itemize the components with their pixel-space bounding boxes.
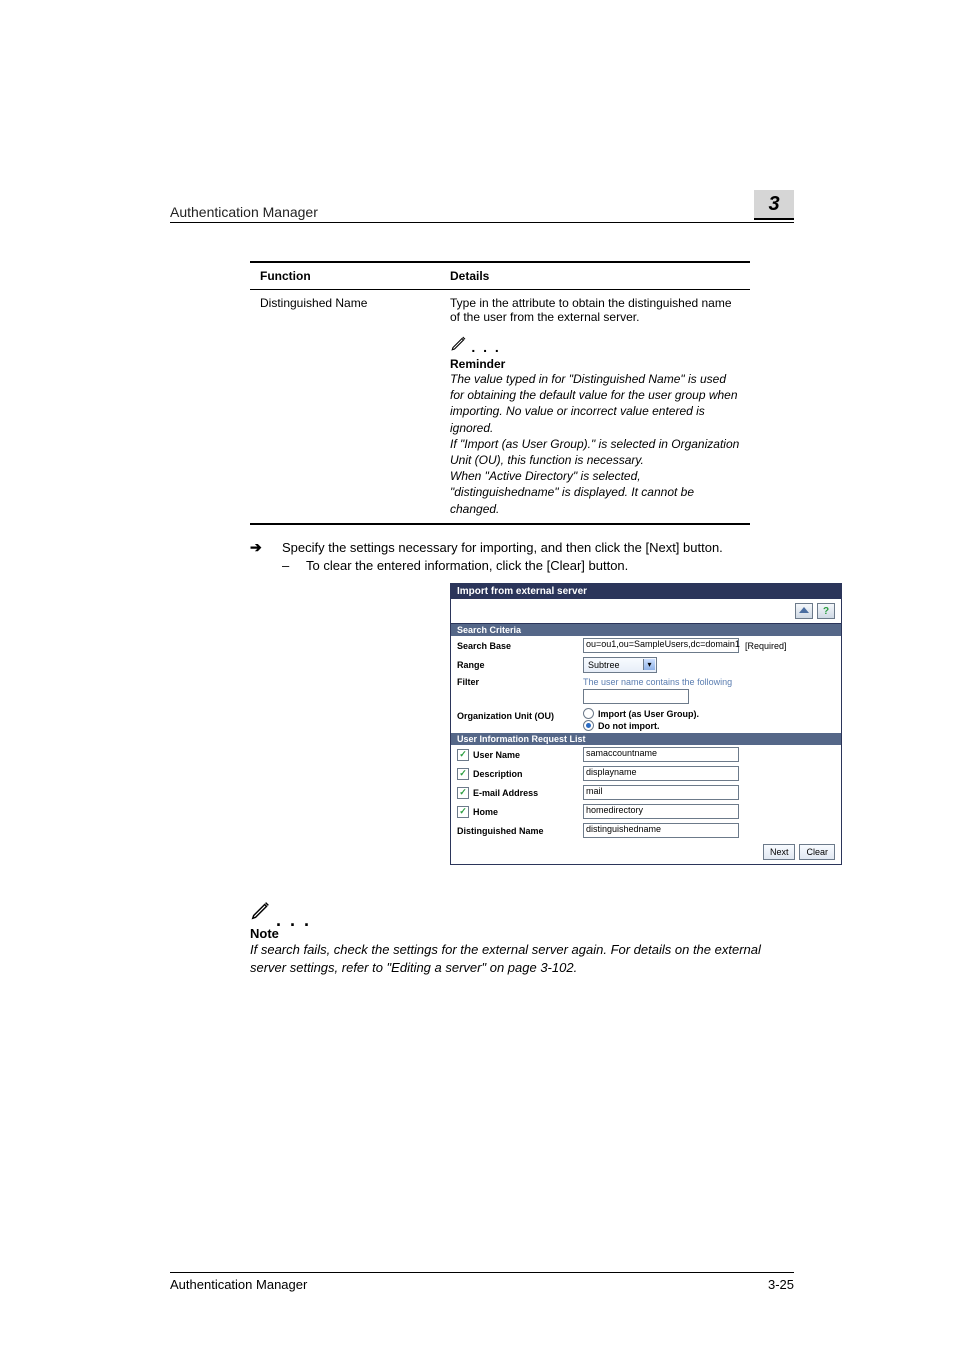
reminder-icon-row: . . .: [450, 334, 740, 355]
dialog-toolbar: ?: [451, 599, 841, 624]
help-button[interactable]: ?: [817, 603, 835, 619]
radio-icon: [583, 708, 594, 719]
required-tag: [Required]: [745, 641, 787, 651]
select-range-value: Subtree: [588, 660, 620, 670]
reminder-p1: The value typed in for "Distinguished Na…: [450, 371, 740, 436]
dash-icon: –: [282, 558, 292, 573]
radio-label-1: Import (as User Group).: [598, 709, 699, 719]
details-intro: Type in the attribute to obtain the dist…: [450, 296, 740, 324]
label-range: Range: [457, 660, 577, 670]
row-search-base: Search Base ou=ou1,ou=SampleUsers,dc=dom…: [451, 636, 841, 655]
input-user-name[interactable]: samaccountname: [583, 747, 739, 762]
th-function: Function: [250, 262, 440, 290]
label-home: Home: [473, 807, 498, 817]
reminder-label: Reminder: [450, 357, 740, 371]
label-description: Description: [473, 769, 523, 779]
reminder-p3: When "Active Directory" is selected, "di…: [450, 468, 740, 517]
note-label: Note: [250, 926, 794, 941]
cell-details: Type in the attribute to obtain the dist…: [440, 290, 750, 524]
section-search-criteria: Search Criteria: [451, 624, 841, 636]
row-dn: Distinguished Name distinguishedname: [451, 821, 841, 840]
next-button[interactable]: Next: [763, 844, 796, 860]
arrow-icon: ➔: [250, 539, 264, 556]
chevron-down-icon: ▾: [643, 659, 655, 670]
instruction-sub-row: – To clear the entered information, clic…: [282, 558, 794, 573]
instruction-sub: To clear the entered information, click …: [306, 558, 628, 573]
filter-hint: The user name contains the following: [583, 677, 732, 687]
label-dn: Distinguished Name: [457, 826, 577, 836]
import-dialog: Import from external server ? Search Cri…: [450, 583, 842, 865]
checkbox-home[interactable]: ✓: [457, 806, 469, 818]
footer-title: Authentication Manager: [170, 1277, 307, 1292]
label-filter: Filter: [457, 677, 577, 687]
instruction-main-row: ➔ Specify the settings necessary for imp…: [250, 539, 794, 557]
label-email: E-mail Address: [473, 788, 538, 798]
radio-do-not-import[interactable]: Do not import.: [583, 720, 699, 731]
instruction-main: Specify the settings necessary for impor…: [282, 539, 723, 557]
radio-label-2: Do not import.: [598, 721, 660, 731]
checkbox-description[interactable]: ✓: [457, 768, 469, 780]
page-header: Authentication Manager 3: [170, 190, 794, 223]
input-description[interactable]: displayname: [583, 766, 739, 781]
row-ou: Organization Unit (OU) Import (as User G…: [451, 706, 841, 733]
ellipsis-icon: . . .: [471, 339, 500, 355]
note-block: . . . Note If search fails, check the se…: [250, 899, 794, 976]
function-details-table: Function Details Distinguished Name Type…: [250, 261, 750, 525]
row-filter: Filter The user name contains the follow…: [451, 675, 841, 706]
label-ou: Organization Unit (OU): [457, 708, 577, 721]
input-home[interactable]: homedirectory: [583, 804, 739, 819]
instruction-block: ➔ Specify the settings necessary for imp…: [250, 539, 794, 574]
row-home: ✓ Home homedirectory: [451, 802, 841, 821]
note-body: If search fails, check the settings for …: [250, 941, 794, 976]
cell-function: Distinguished Name: [250, 290, 440, 524]
radio-icon: [583, 720, 594, 731]
row-range: Range Subtree ▾: [451, 655, 841, 675]
label-user-name: User Name: [473, 750, 520, 760]
header-title: Authentication Manager: [170, 204, 318, 220]
back-button[interactable]: [795, 603, 813, 619]
row-email: ✓ E-mail Address mail: [451, 783, 841, 802]
pen-icon: [450, 334, 468, 355]
radio-import-as-group[interactable]: Import (as User Group).: [583, 708, 699, 719]
ellipsis-icon: . . .: [276, 916, 311, 924]
th-details: Details: [440, 262, 750, 290]
dialog-button-row: Next Clear: [451, 840, 841, 864]
label-search-base: Search Base: [457, 641, 577, 651]
note-icon-row: . . .: [250, 899, 794, 924]
input-dn[interactable]: distinguishedname: [583, 823, 739, 838]
select-range[interactable]: Subtree ▾: [583, 657, 657, 673]
input-filter[interactable]: [583, 689, 689, 704]
input-search-base[interactable]: ou=ou1,ou=SampleUsers,dc=domain1: [583, 638, 739, 653]
section-user-info: User Information Request List: [451, 733, 841, 745]
input-email[interactable]: mail: [583, 785, 739, 800]
checkbox-user-name[interactable]: ✓: [457, 749, 469, 761]
row-description: ✓ Description displayname: [451, 764, 841, 783]
chapter-badge: 3: [754, 190, 794, 220]
checkbox-email[interactable]: ✓: [457, 787, 469, 799]
row-user-name: ✓ User Name samaccountname: [451, 745, 841, 764]
page-footer: Authentication Manager 3-25: [170, 1272, 794, 1292]
dialog-title: Import from external server: [451, 584, 841, 599]
table-row: Distinguished Name Type in the attribute…: [250, 290, 750, 524]
reminder-p2: If "Import (as User Group)." is selected…: [450, 436, 740, 468]
pen-icon: [250, 899, 272, 924]
footer-page: 3-25: [768, 1277, 794, 1292]
clear-button[interactable]: Clear: [799, 844, 835, 860]
